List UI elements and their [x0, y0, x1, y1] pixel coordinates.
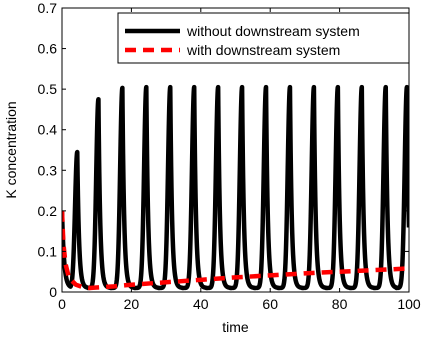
- y-axis-label: K concentration: [3, 101, 19, 198]
- y-tick-label: 0.4: [38, 122, 58, 138]
- legend-label-without: without downstream system: [186, 23, 360, 39]
- plot-frame: [61, 7, 410, 293]
- x-tick-label: 40: [193, 296, 209, 312]
- y-tick-label: 0: [49, 284, 57, 300]
- series-with-downstream-line: [62, 210, 409, 291]
- series-without-downstream-line: [62, 84, 409, 291]
- y-tick-label: 0.1: [38, 243, 58, 259]
- y-tick-label: 0.2: [38, 203, 58, 219]
- x-axis-label: time: [222, 319, 249, 335]
- legend-label-with: with downstream system: [186, 42, 340, 58]
- x-tick-label: 100: [397, 296, 421, 312]
- legend-box: [117, 12, 410, 64]
- legend: without downstream system with downstrea…: [117, 12, 410, 64]
- y-tick-label: 0.6: [38, 41, 58, 57]
- x-tick-label: 80: [332, 296, 348, 312]
- y-tick-label: 0.5: [38, 81, 58, 97]
- x-tick-label: 0: [58, 296, 66, 312]
- ticks-layer: 0 20 40 60 80 100 0 0.1 0.2 0.3 0.4 0.5 0.6 0.7: [38, 0, 421, 312]
- y-tick-label: 0.3: [38, 162, 58, 178]
- x-tick-label: 20: [124, 296, 140, 312]
- series-layer: [62, 84, 409, 291]
- x-tick-label: 60: [262, 296, 278, 312]
- y-tick-label: 0.7: [38, 0, 58, 16]
